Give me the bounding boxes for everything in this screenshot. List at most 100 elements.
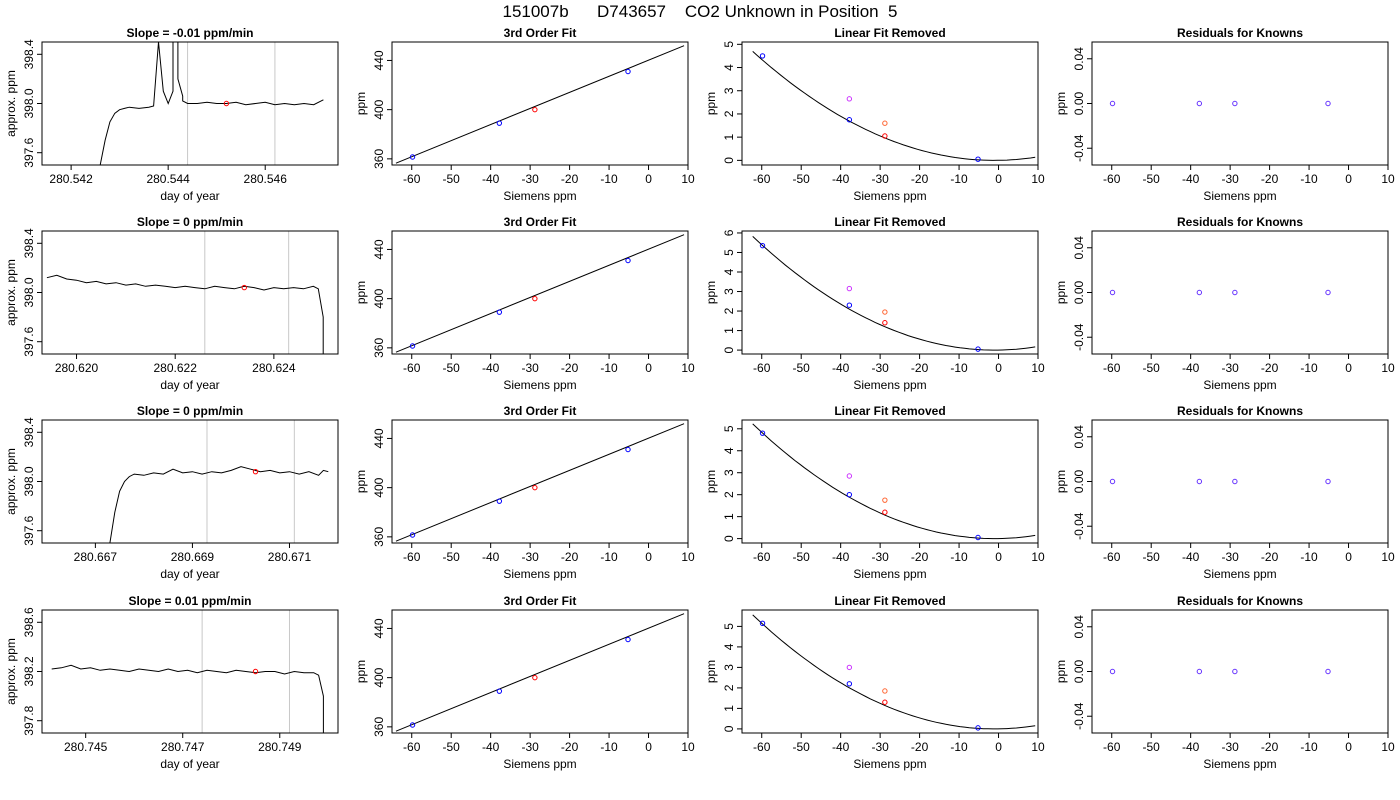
y-tick-label: 0.04: [1072, 236, 1086, 260]
y-tick-label: 0.00: [1072, 469, 1086, 493]
x-tick-label: -60: [1103, 550, 1121, 564]
x-axis-label: day of year: [160, 567, 219, 581]
y-tick-label: 2: [722, 684, 736, 691]
x-tick-label: 280.745: [64, 740, 108, 754]
x-tick-label: -60: [753, 361, 771, 375]
x-tick-label: -60: [403, 361, 421, 375]
y-axis-label: ppm: [704, 92, 718, 115]
x-tick-label: -60: [753, 550, 771, 564]
panel-row4-fit: 3rd Order Fit Siemens ppm ppm -60 -50 -40 -30 -…: [354, 594, 695, 771]
plot-frame: [741, 609, 1039, 734]
y-tick-label: 0.00: [1072, 91, 1086, 115]
x-tick-label: -20: [911, 550, 929, 564]
plot-area: [395, 423, 685, 542]
data-point: [1109, 478, 1116, 485]
x-tick-label: -60: [403, 740, 421, 754]
x-tick-label: -60: [403, 172, 421, 186]
x-axis-label: Siemens ppm: [853, 378, 926, 392]
plot-frame: [1091, 609, 1389, 734]
plot-area: [752, 51, 1036, 162]
x-tick-label: 0: [995, 550, 1002, 564]
x-tick-label: -10: [950, 361, 968, 375]
y-tick-label: 5: [722, 623, 736, 630]
data-point: [532, 674, 538, 681]
y-axis-label: approx. ppm: [4, 70, 18, 137]
data-point: [975, 346, 981, 352]
data-point: [496, 498, 503, 504]
y-tick-label: 4: [722, 643, 736, 650]
y-axis-label: approx. ppm: [4, 638, 18, 705]
x-tick-label: -40: [482, 550, 500, 564]
sample-marker: [252, 468, 259, 475]
plot-area: [46, 231, 324, 354]
x-tick-label: 10: [1381, 361, 1395, 375]
x-tick-label: -30: [521, 361, 539, 375]
x-tick-label: -20: [1261, 550, 1279, 564]
plot-frame: [741, 419, 1039, 544]
panel-row1-timeseries: Slope = -0.01 ppm/min day of year approx. …: [4, 26, 339, 203]
y-tick-label: 5: [722, 425, 736, 432]
x-tick-label: -60: [1103, 361, 1121, 375]
y-tick-label: 398.4: [22, 417, 36, 447]
data-point: [496, 688, 503, 694]
y-tick-label: -0.04: [1072, 323, 1086, 351]
panel-row2-linear: Linear Fit Removed Siemens ppm ppm -60 -50 -4…: [704, 215, 1045, 392]
panel-title: Linear Fit Removed: [834, 404, 945, 418]
x-tick-label: 10: [1031, 361, 1045, 375]
x-tick-label: 0: [1345, 172, 1352, 186]
data-point: [625, 257, 631, 264]
y-tick-label: 400: [372, 477, 386, 497]
y-tick-label: 1: [722, 327, 736, 334]
y-tick-label: 360: [372, 149, 386, 169]
x-tick-label: 280.671: [268, 550, 312, 564]
panel-title: 3rd Order Fit: [504, 594, 577, 608]
x-tick-label: -30: [871, 361, 889, 375]
plot-area: [395, 613, 685, 732]
data-point: [846, 473, 853, 479]
data-point: [759, 53, 766, 59]
x-tick-label: 10: [1381, 550, 1395, 564]
data-point: [882, 509, 888, 515]
data-point: [882, 120, 888, 126]
x-axis-label: Siemens ppm: [503, 757, 576, 771]
data-point: [409, 532, 416, 538]
x-tick-label: 280.749: [258, 740, 302, 754]
x-tick-label: -10: [600, 740, 618, 754]
x-tick-label: -40: [482, 172, 500, 186]
y-tick-label: 3: [722, 288, 736, 295]
panel-title: Slope = 0 ppm/min: [137, 404, 243, 418]
plot-area: [1109, 289, 1331, 296]
panel-row3-linear: Linear Fit Removed Siemens ppm ppm -60 -50 -4…: [704, 404, 1045, 581]
y-axis-label: ppm: [1054, 92, 1068, 115]
y-tick-label: -0.04: [1072, 702, 1086, 730]
plot-area: [752, 614, 1036, 731]
y-tick-label: 398.0: [22, 88, 36, 118]
y-tick-label: 440: [372, 50, 386, 70]
sample-marker: [252, 668, 259, 675]
y-tick-label: 3: [722, 664, 736, 671]
data-point: [1232, 478, 1238, 485]
data-point: [882, 699, 888, 705]
x-tick-label: 10: [681, 740, 695, 754]
fit-line: [395, 234, 685, 353]
x-axis-label: Siemens ppm: [853, 757, 926, 771]
y-axis-label: ppm: [354, 281, 368, 304]
x-tick-label: -10: [950, 550, 968, 564]
series-line: [46, 274, 324, 354]
data-point: [532, 295, 538, 302]
x-tick-label: 0: [995, 361, 1002, 375]
y-tick-label: 400: [372, 99, 386, 119]
plot-frame: [741, 41, 1039, 166]
x-tick-label: -10: [950, 172, 968, 186]
x-tick-label: 10: [1031, 740, 1045, 754]
y-tick-label: 5: [722, 249, 736, 256]
plot-frame: [41, 230, 339, 355]
y-tick-label: 360: [372, 717, 386, 737]
fit-curve: [752, 423, 1036, 540]
x-tick-label: -20: [561, 550, 579, 564]
x-tick-label: -60: [1103, 172, 1121, 186]
x-tick-label: 280.747: [161, 740, 205, 754]
x-axis-label: Siemens ppm: [503, 189, 576, 203]
plot-frame: [741, 230, 1039, 355]
plot-area: [99, 42, 324, 165]
